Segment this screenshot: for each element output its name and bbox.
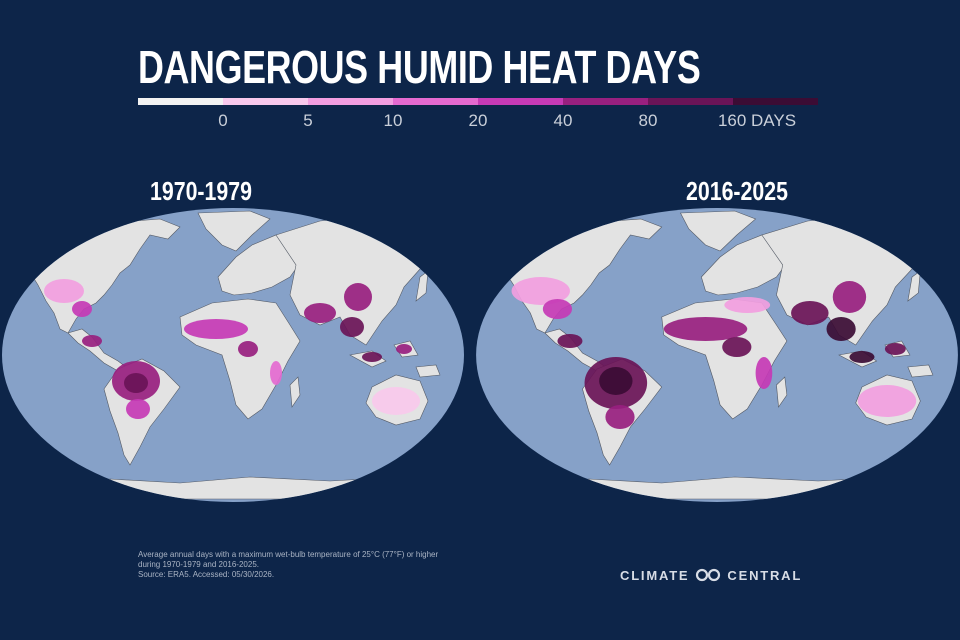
footnote: Average annual days with a maximum wet-b… [138, 550, 438, 580]
heat-map-2010s [476, 208, 958, 502]
legend-swatch [648, 98, 733, 105]
footnote-line: Source: ERA5. Accessed: 05/30/2026. [138, 570, 275, 579]
chart-title: DANGEROUS HUMID HEAT DAYS [138, 41, 701, 93]
period-label-left: 1970-1979 [150, 176, 252, 206]
legend-tick: 40 [553, 111, 573, 130]
period-label-right: 2016-2025 [686, 176, 788, 206]
legend-tick: 160 DAYS [717, 111, 797, 130]
legend-tick: 80 [638, 111, 658, 130]
legend-labels: 0 5 10 20 40 80 160 DAYS [138, 111, 838, 137]
heat-map-1970s [2, 208, 464, 502]
logo-word-left: CLIMATE [620, 567, 690, 583]
logo-word-right: CENTRAL [727, 567, 803, 583]
legend-tick: 20 [468, 111, 488, 130]
legend-swatch [393, 98, 478, 105]
legend-color-bar [138, 98, 818, 105]
legend-tick: 0 [218, 111, 228, 130]
legend-tick: 10 [383, 111, 403, 130]
infinity-logo-icon [696, 568, 721, 582]
legend-swatch [308, 98, 393, 105]
legend-tick: 5 [303, 111, 313, 130]
legend-swatch [223, 98, 308, 105]
footnote-line: during 1970-1979 and 2016-2025. [138, 560, 259, 569]
climate-central-logo: CLIMATE CENTRAL [620, 566, 802, 584]
legend-swatch [138, 98, 223, 105]
legend-swatch [478, 98, 563, 105]
legend-swatch [733, 98, 818, 105]
legend-swatch [563, 98, 648, 105]
footnote-line: Average annual days with a maximum wet-b… [138, 550, 439, 559]
